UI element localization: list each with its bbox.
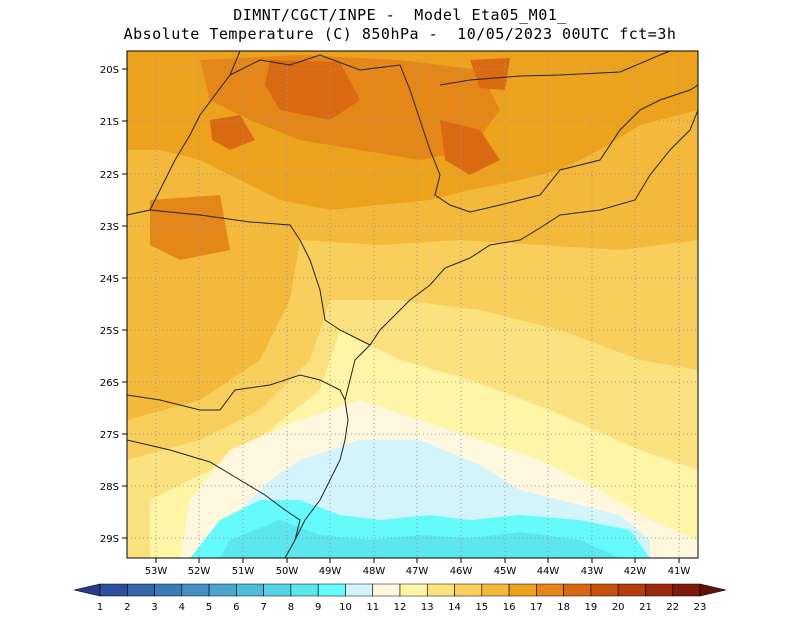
- lon-label: 44W: [537, 566, 560, 577]
- colorbar-label: 5: [206, 602, 212, 613]
- colorbar-label: 3: [151, 602, 157, 613]
- colorbar-swatch: [154, 583, 183, 597]
- latitude-labels: 20S 21S 22S 23S 24S 25S 26S 27S 28S 29S: [100, 65, 119, 545]
- lon-label: 46W: [450, 566, 473, 577]
- lat-label: 27S: [100, 430, 119, 441]
- colorbar-label: 7: [260, 602, 266, 613]
- colorbar-label: 13: [421, 602, 434, 613]
- colorbar-label: 19: [585, 602, 598, 613]
- longitude-labels: 53W 52W 51W 50W 49W 48W 47W 46W 45W 44W …: [145, 566, 691, 577]
- colorbar-swatch: [699, 583, 727, 597]
- lat-label: 28S: [100, 482, 119, 493]
- colorbar-swatch: [399, 583, 428, 597]
- lon-label: 43W: [581, 566, 604, 577]
- colorbar-label: 18: [557, 602, 570, 613]
- lat-label: 25S: [100, 326, 119, 337]
- colorbar-labels: 1 2 3 4 5 6 7 8 9 10 11 12 13 14 15 16 17 18 19 20 21 22 23: [97, 602, 707, 613]
- colorbar-label: 2: [124, 602, 130, 613]
- colorbar-swatch: [481, 583, 510, 597]
- colorbar-swatch: [208, 583, 237, 597]
- colorbar-swatch: [536, 583, 564, 597]
- colorbar-label: 15: [475, 602, 488, 613]
- lat-label: 23S: [100, 222, 119, 233]
- lon-label: 50W: [276, 566, 299, 577]
- lon-label: 45W: [494, 566, 517, 577]
- lat-label: 26S: [100, 378, 119, 389]
- lon-label: 47W: [406, 566, 429, 577]
- temperature-field: [127, 51, 698, 558]
- colorbar-label: 4: [179, 602, 185, 613]
- gridlines: [127, 51, 698, 558]
- lat-label: 29S: [100, 534, 119, 545]
- colorbar-label: 20: [612, 602, 625, 613]
- lon-label: 42W: [624, 566, 647, 577]
- colorbar-label: 21: [639, 602, 652, 613]
- lon-label: 49W: [319, 566, 342, 577]
- colorbar-label: 22: [666, 602, 679, 613]
- colorbar-label: 10: [339, 602, 352, 613]
- colorbar-label: 17: [530, 602, 543, 613]
- colorbar-label: 8: [288, 602, 294, 613]
- lat-label: 24S: [100, 274, 119, 285]
- colorbar-swatch: [426, 583, 455, 597]
- colorbar-swatch: [345, 583, 374, 597]
- colorbar-label: 6: [233, 602, 239, 613]
- lon-label: 52W: [188, 566, 211, 577]
- lon-label: 51W: [232, 566, 255, 577]
- colorbar-swatch: [236, 583, 264, 597]
- lon-label: 48W: [363, 566, 386, 577]
- map-title-line1: DIMNT/CGCT/INPE - Model Eta05_M01_: [233, 6, 567, 24]
- colorbar-swatch: [563, 583, 592, 597]
- colorbar-swatch: [617, 583, 646, 597]
- colorbar-label: 16: [503, 602, 516, 613]
- colorbar-swatch: [181, 583, 210, 597]
- colorbar-swatch: [99, 583, 128, 597]
- lat-label: 22S: [100, 170, 119, 181]
- colorbar-swatch: [73, 583, 101, 597]
- colorbar-swatch: [508, 583, 537, 597]
- map-title-line2: Absolute Temperature (C) 850hPa - 10/05/…: [123, 25, 677, 43]
- colorbar-label: 1: [97, 602, 103, 613]
- colorbar-swatch: [645, 583, 674, 597]
- lat-label: 20S: [100, 65, 119, 76]
- colorbar-swatch: [290, 583, 319, 597]
- colorbar-swatch: [263, 583, 292, 597]
- colorbar-swatch: [317, 583, 346, 597]
- axis-ticks: [122, 68, 680, 563]
- colorbar-swatch: [454, 583, 483, 597]
- colorbar-label: 11: [366, 602, 379, 613]
- colorbar-swatch: [672, 583, 701, 597]
- colorbar-label: 23: [694, 602, 707, 613]
- lon-label: 53W: [145, 566, 168, 577]
- colorbar-swatch: [126, 583, 155, 597]
- colorbar-swatch: [590, 583, 619, 597]
- colorbar-label: 14: [448, 602, 461, 613]
- colorbar-label: 12: [394, 602, 407, 613]
- coastline-and-borders: [127, 51, 698, 558]
- colorbar-swatch: [372, 583, 401, 597]
- map-frame: [126, 50, 699, 559]
- colorbar-label: 9: [315, 602, 321, 613]
- lat-label: 21S: [100, 117, 119, 128]
- colorbar: [73, 583, 727, 597]
- lon-label: 41W: [668, 566, 691, 577]
